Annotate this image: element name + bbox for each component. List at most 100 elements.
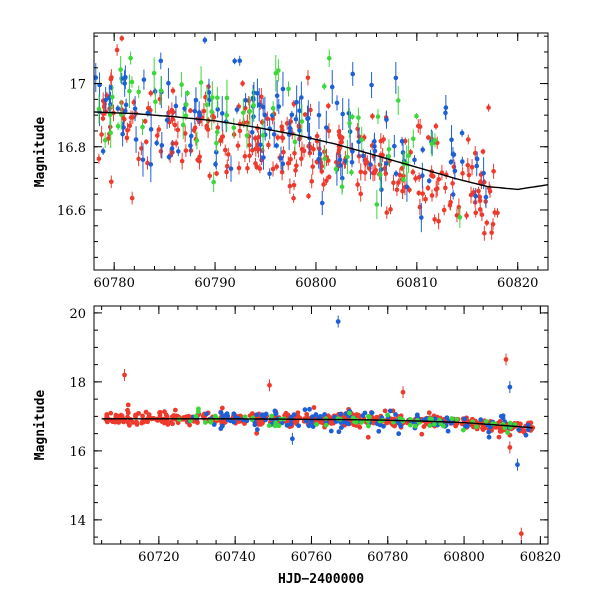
top-red-point bbox=[441, 207, 447, 213]
top-blue-point bbox=[213, 161, 218, 167]
bottom-notable-point bbox=[503, 357, 509, 362]
bottom-red-point bbox=[170, 421, 175, 427]
top-red-point bbox=[472, 200, 478, 205]
top-red-point bbox=[388, 207, 393, 212]
bottom-x-tick-label: 60740 bbox=[214, 550, 255, 565]
bottom-blue-point bbox=[322, 412, 327, 417]
bottom-green-point bbox=[367, 414, 372, 420]
top-red-point bbox=[316, 146, 322, 152]
top-green-point bbox=[244, 133, 250, 138]
top-blue-point bbox=[280, 161, 286, 167]
top-green-point bbox=[179, 82, 184, 87]
top-blue-point bbox=[278, 155, 284, 161]
top-red-point bbox=[443, 185, 448, 191]
top-blue-point bbox=[350, 149, 355, 154]
top-red-point bbox=[172, 122, 178, 128]
bottom-green-point bbox=[454, 416, 460, 422]
bottom-blue-point bbox=[346, 421, 351, 427]
top-red-point bbox=[299, 146, 305, 152]
top-red-point bbox=[358, 169, 364, 175]
top-blue-point bbox=[474, 156, 480, 162]
top-red-point bbox=[169, 107, 175, 113]
top-red-point bbox=[321, 182, 326, 187]
bottom-blue-point bbox=[445, 428, 451, 434]
bottom-red-point bbox=[104, 413, 110, 419]
top-blue-point bbox=[261, 155, 266, 160]
top-blue-point bbox=[340, 111, 346, 117]
top-green-point bbox=[286, 86, 291, 92]
top-red-point bbox=[188, 108, 193, 113]
top-green-point bbox=[198, 80, 204, 85]
top-green-point bbox=[321, 84, 327, 89]
top-red-point bbox=[363, 161, 368, 166]
top-red-point bbox=[291, 195, 296, 201]
top-blue-point bbox=[399, 138, 405, 144]
top-x-tick-label: 60820 bbox=[497, 276, 538, 291]
bottom-plot-frame bbox=[93, 305, 549, 545]
top-red-point bbox=[215, 125, 221, 131]
bottom-blue-point bbox=[218, 426, 224, 432]
top-blue-point bbox=[392, 143, 397, 149]
top-blue-point bbox=[450, 192, 456, 197]
top-blue-point bbox=[132, 106, 138, 111]
top-red-point bbox=[281, 149, 286, 155]
bottom-blue-point bbox=[465, 423, 470, 429]
top-blue-point bbox=[166, 80, 171, 86]
top-red-point bbox=[324, 178, 329, 184]
top-blue-point bbox=[369, 82, 374, 88]
bottom-notable-point bbox=[267, 382, 272, 388]
top-model-curve bbox=[94, 111, 548, 191]
top-red-point bbox=[100, 116, 106, 121]
top-green-point bbox=[322, 156, 328, 161]
bottom-data-layer bbox=[101, 315, 536, 540]
top-red-point bbox=[136, 156, 141, 162]
bottom-blue-point bbox=[369, 410, 375, 416]
bottom-red-point bbox=[169, 414, 175, 420]
top-green-point bbox=[333, 166, 339, 172]
top-red-point bbox=[143, 139, 149, 145]
bottom-blue-point bbox=[317, 413, 323, 419]
top-red-point bbox=[121, 117, 127, 122]
top-red-point bbox=[477, 198, 483, 204]
top-blue-point bbox=[270, 113, 275, 118]
top-red-point bbox=[222, 147, 228, 153]
top-green-point bbox=[158, 88, 164, 94]
bottom-model-curve bbox=[101, 418, 533, 429]
top-red-point bbox=[384, 210, 390, 215]
bottom-red-point bbox=[136, 410, 141, 416]
top-red-point bbox=[469, 164, 475, 170]
top-blue-point bbox=[297, 108, 302, 114]
top-blue-point bbox=[384, 117, 389, 122]
bottom-blue-point bbox=[218, 410, 224, 415]
top-red-point bbox=[125, 128, 130, 133]
top-red-point bbox=[339, 139, 344, 145]
top-blue-point bbox=[255, 90, 260, 96]
bottom-blue-point bbox=[478, 417, 484, 423]
bottom-blue-point bbox=[414, 412, 420, 418]
top-red-point bbox=[308, 107, 313, 113]
top-blue-point bbox=[339, 175, 345, 181]
top-x-tick-label: 60800 bbox=[295, 276, 336, 291]
bottom-blue-point bbox=[291, 412, 297, 418]
bottom-green-point bbox=[188, 418, 193, 424]
top-y-axis-label: Magnitude bbox=[33, 117, 48, 188]
bottom-green-point bbox=[407, 422, 413, 428]
top-red-point bbox=[124, 135, 130, 141]
top-red-point bbox=[407, 187, 412, 193]
bottom-blue-point bbox=[313, 412, 319, 417]
top-red-point bbox=[306, 193, 311, 199]
top-blue-point bbox=[393, 171, 399, 176]
top-red-point bbox=[170, 88, 176, 94]
top-red-point bbox=[256, 134, 261, 140]
top-red-point bbox=[370, 170, 376, 176]
top-red-point bbox=[383, 171, 389, 176]
top-green-point bbox=[359, 137, 365, 143]
top-blue-point bbox=[258, 142, 263, 148]
top-blue-point bbox=[140, 157, 146, 163]
top-blue-point bbox=[120, 131, 125, 137]
top-red-point bbox=[468, 192, 474, 198]
top-green-point bbox=[240, 110, 246, 116]
top-red-point bbox=[188, 148, 194, 153]
bottom-ticks: 60720 60740 60760 60780 60800 60820 14 16 18 20 bbox=[69, 306, 561, 565]
top-red-point bbox=[247, 142, 252, 148]
